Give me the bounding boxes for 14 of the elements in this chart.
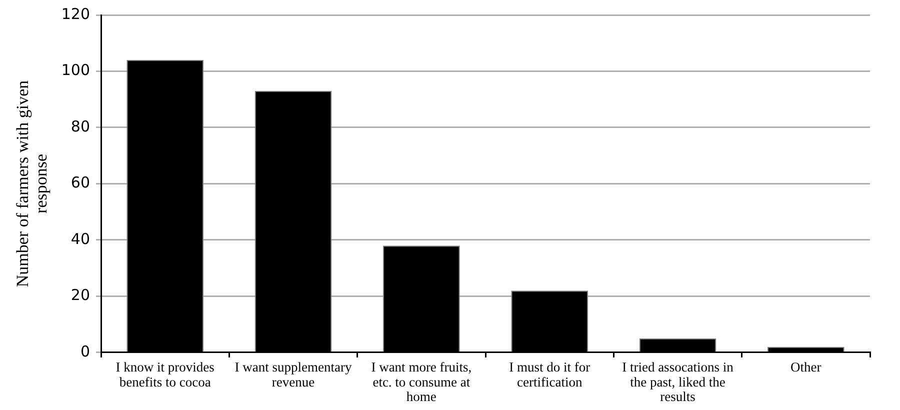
y-tick-label: 60	[70, 174, 90, 192]
y-axis-title: Number of farmers with given response	[12, 80, 51, 288]
x-tick-label: I know it provides benefits to cocoa	[116, 359, 214, 390]
y-tick-label: 100	[61, 61, 90, 80]
x-tick-label: I tried assocations in the past, liked the results	[622, 359, 734, 404]
x-tick-label: I want supplementary revenue	[234, 359, 352, 390]
y-tick-label: 0	[80, 342, 90, 360]
x-tick-label: I want more fruits, etc. to consume at home	[371, 359, 472, 404]
y-tick-label: 20	[70, 286, 90, 304]
y-tick-label: 80	[70, 117, 90, 136]
y-tick-label: 40	[70, 230, 90, 248]
y-tick-label: 120	[61, 4, 90, 23]
x-tick-label: I must do it for certification	[509, 359, 591, 390]
x-tick-label: Other	[790, 359, 822, 374]
